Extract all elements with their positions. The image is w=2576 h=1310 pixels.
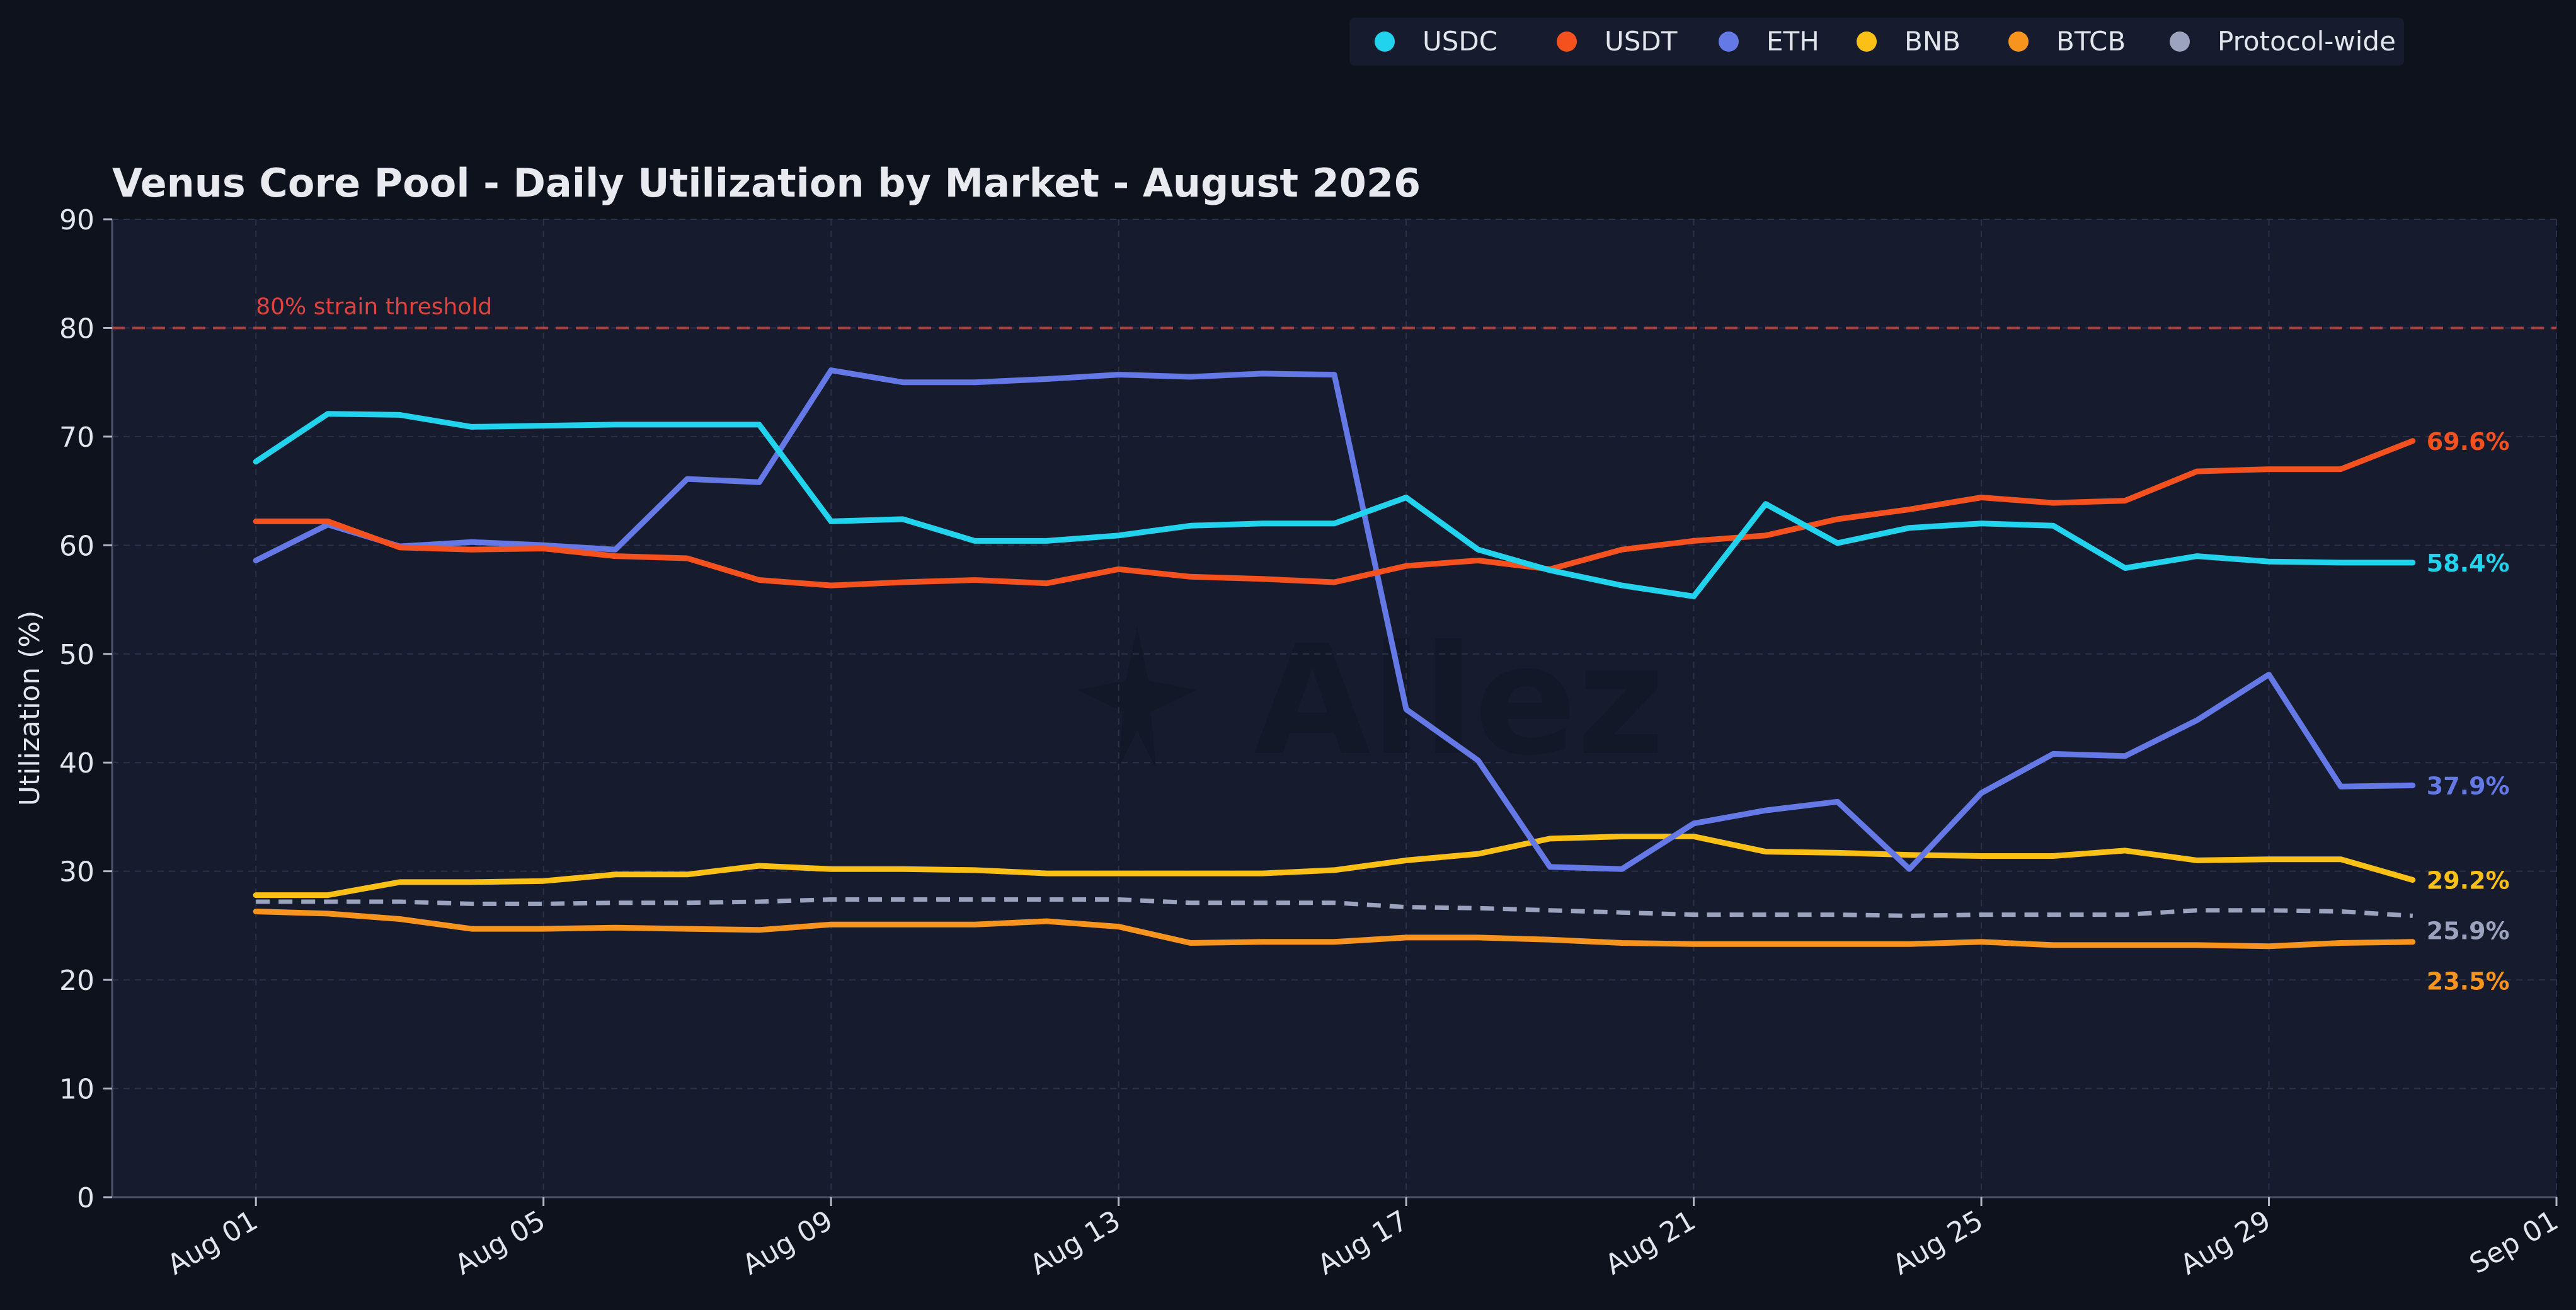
legend-marker (1375, 32, 1395, 52)
svg-text:Allez: Allez (1254, 612, 1665, 789)
watermark: Allez (1077, 612, 1665, 789)
legend-item-bnb[interactable]: BNB (1857, 26, 1961, 57)
end-label-protocol-wide: 25.9% (2427, 917, 2510, 945)
y-tick-label: 80 (59, 313, 94, 345)
end-label-usdt: 69.6% (2427, 428, 2510, 456)
y-tick-label: 0 (77, 1182, 94, 1214)
y-tick-label: 70 (59, 422, 94, 454)
y-tick-label: 90 (59, 204, 94, 236)
y-tick-label: 30 (59, 856, 94, 888)
y-axis-label: Utilization (%) (14, 611, 46, 807)
legend-marker (2008, 32, 2029, 52)
legend-item-usdt[interactable]: USDT (1557, 26, 1678, 57)
legend-marker (1719, 32, 1739, 52)
series-line-eth (253, 367, 2416, 872)
legend-label: USDC (1423, 26, 1497, 57)
series-line-btcb (253, 909, 2416, 950)
legend[interactable]: USDC USDT ETH BNB BTCB Protocol-wide (1349, 18, 2404, 66)
end-label-usdc: 58.4% (2427, 549, 2510, 577)
annotations: 80% strain threshold (112, 294, 2556, 330)
series-lines (253, 367, 2416, 950)
y-tick-label: 10 (59, 1074, 94, 1106)
end-labels: 69.6% 58.4% 37.9% 29.2% 25.9% 23.5% (2427, 428, 2510, 996)
legend-marker (2170, 32, 2190, 52)
threshold-label: 80% strain threshold (256, 294, 492, 319)
series-line-protocol-wide (256, 897, 2413, 918)
legend-item-protocol-wide[interactable]: Protocol-wide (2170, 26, 2396, 57)
legend-label: USDT (1605, 26, 1678, 57)
legend-item-usdc[interactable]: USDC (1375, 26, 1497, 57)
y-tick-label: 60 (59, 530, 94, 562)
legend-marker (1857, 32, 1877, 52)
series-line-usdt (253, 438, 2416, 589)
end-label-btcb: 23.5% (2427, 967, 2510, 995)
legend-label: BNB (1904, 26, 1961, 57)
legend-marker (1557, 32, 1577, 52)
end-label-eth: 37.9% (2427, 772, 2510, 800)
series-line-bnb (253, 834, 2416, 899)
end-label-bnb: 29.2% (2427, 866, 2510, 894)
legend-item-eth[interactable]: ETH (1719, 26, 1819, 57)
legend-label: ETH (1766, 26, 1819, 57)
chart-title: Venus Core Pool - Daily Utilization by M… (112, 160, 1421, 206)
legend-item-btcb[interactable]: BTCB (2008, 26, 2126, 57)
y-tick-label: 50 (59, 639, 94, 671)
y-tick-label: 40 (59, 747, 94, 779)
series-line-usdc (253, 411, 2416, 599)
y-tick-label: 20 (59, 965, 94, 997)
legend-label: BTCB (2056, 26, 2126, 57)
legend-label: Protocol-wide (2218, 26, 2396, 57)
